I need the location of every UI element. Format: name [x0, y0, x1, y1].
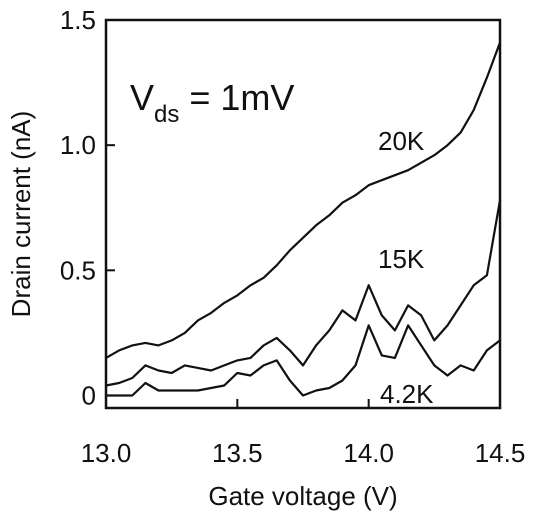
y-tick-label-2: 1.0 [60, 130, 96, 160]
x-tick-label-1: 13.5 [212, 438, 263, 468]
annotation-rest: = 1mV [179, 77, 294, 118]
y-axis-label: Drain current (nA) [6, 111, 36, 318]
series-line-0 [104, 41, 502, 359]
y-tick-label-1: 0.5 [60, 255, 96, 285]
ticks-group [105, 19, 501, 408]
x-tick-label-2: 14.0 [343, 438, 394, 468]
x-tick-label-0: 13.0 [81, 438, 132, 468]
annotation-main: V [130, 77, 154, 118]
annotation-subscript: ds [154, 101, 179, 128]
plot-frame [104, 18, 502, 410]
y-tick-label-0: 0 [82, 380, 96, 410]
series-group [104, 41, 502, 397]
series-label-4-2k: 4.2K [380, 379, 434, 409]
series-label-15k: 15K [378, 244, 425, 274]
x-axis-label: Gate voltage (V) [208, 481, 397, 511]
series-line-1 [104, 199, 502, 387]
annotation: Vds = 1mV [130, 77, 294, 128]
x-tick-label-3: 14.5 [475, 438, 526, 468]
series-label-20k: 20K [378, 126, 425, 156]
series-line-2 [104, 324, 502, 397]
y-tick-label-3: 1.5 [60, 5, 96, 35]
tick-labels-group: 13.0 13.5 14.0 14.5 0 0.5 1.0 1.5 [60, 5, 525, 468]
